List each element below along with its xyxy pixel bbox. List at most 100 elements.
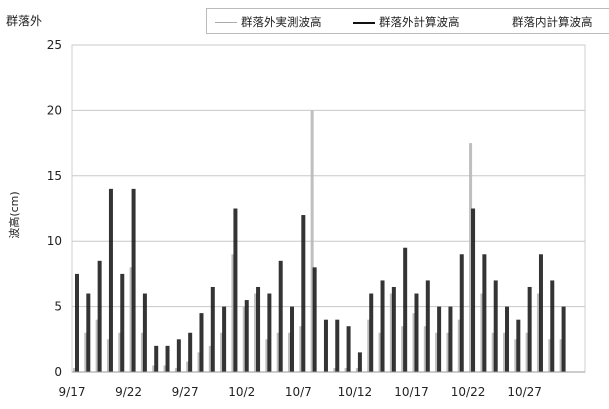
legend-label-computed-inside: 群落内計算波高	[512, 15, 593, 29]
measured-wave-bar	[129, 267, 133, 372]
computed-wave-bar	[108, 188, 113, 372]
measured-wave-bar	[231, 254, 235, 372]
measured-wave-bar	[423, 326, 427, 372]
measured-wave-bar	[174, 368, 178, 372]
legend-item-computed-inside: 群落内計算波高	[512, 14, 593, 30]
computed-wave-bar	[75, 273, 79, 372]
measured-wave-bar	[536, 293, 540, 372]
computed-wave-bar	[97, 260, 102, 372]
legend-label-measured: 群落外実測波高	[241, 15, 322, 29]
measured-wave-bar	[84, 332, 88, 372]
computed-wave-bar	[459, 254, 464, 372]
computed-wave-bar	[482, 254, 487, 372]
x-tick-label: 10/7	[285, 385, 312, 399]
measured-wave-bar	[469, 143, 473, 372]
computed-wave-bar	[312, 267, 317, 372]
chart-legend: 群落外実測波高 群落外計算波高 群落内計算波高	[206, 8, 609, 34]
computed-wave-bar	[550, 280, 555, 372]
measured-wave-bar	[355, 368, 359, 372]
computed-wave-bar	[493, 280, 498, 372]
legend-swatch-computed-outside	[353, 21, 375, 24]
x-tick-label: 9/17	[59, 385, 86, 399]
x-tick-label: 10/2	[228, 385, 255, 399]
measured-wave-bar	[333, 368, 337, 372]
legend-swatch-measured	[215, 22, 237, 23]
computed-wave-bar	[210, 286, 215, 372]
y-tick-label: 20	[47, 103, 62, 117]
measured-wave-bar	[367, 319, 371, 372]
measured-wave-bar	[480, 293, 484, 372]
computed-wave-bar	[561, 306, 566, 372]
measured-wave-bar	[242, 306, 246, 372]
y-tick-label: 10	[47, 234, 62, 248]
measured-wave-bar	[73, 368, 76, 372]
computed-wave-bar	[199, 313, 204, 372]
measured-wave-bar	[435, 332, 439, 372]
measured-wave-bar	[95, 319, 99, 372]
measured-wave-bar	[208, 345, 212, 372]
measured-wave-bar	[288, 332, 292, 372]
computed-wave-bar	[425, 280, 430, 372]
measured-wave-bar	[152, 365, 156, 372]
measured-wave-bar	[254, 293, 258, 372]
computed-wave-bar	[131, 188, 136, 372]
measured-wave-bar	[446, 332, 450, 372]
legend-label-computed-outside: 群落外計算波高	[379, 15, 460, 29]
measured-wave-bar	[401, 326, 405, 372]
measured-wave-bar	[186, 361, 190, 372]
computed-wave-bar	[176, 339, 181, 372]
measured-wave-bar	[197, 352, 201, 372]
measured-wave-bar	[140, 332, 144, 372]
measured-wave-bar	[412, 313, 416, 372]
computed-wave-bar	[516, 319, 521, 372]
x-tick-label: 10/17	[394, 385, 429, 399]
computed-wave-bar	[244, 300, 249, 372]
measured-wave-bar	[163, 365, 167, 372]
measured-wave-bar	[299, 326, 303, 372]
computed-wave-bar	[471, 208, 476, 372]
computed-wave-bar	[335, 319, 340, 372]
measured-wave-bar	[525, 332, 529, 372]
measured-wave-bar	[310, 110, 314, 373]
y-tick-label: 0	[54, 365, 62, 379]
computed-wave-bar	[154, 345, 159, 372]
computed-wave-bar	[290, 306, 295, 372]
computed-wave-bar	[278, 260, 283, 372]
measured-wave-bar	[378, 332, 382, 372]
legend-item-computed-outside: 群落外計算波高	[353, 14, 460, 30]
computed-wave-bar	[120, 273, 125, 372]
computed-wave-bar	[346, 326, 351, 372]
x-tick-label: 9/22	[115, 385, 142, 399]
computed-wave-bar	[414, 293, 419, 372]
legend-item-measured: 群落外実測波高	[215, 14, 322, 30]
computed-wave-bar	[188, 332, 193, 372]
computed-wave-bar	[505, 306, 510, 372]
computed-wave-bar	[369, 293, 374, 372]
measured-wave-bar	[457, 319, 461, 372]
computed-wave-bar	[448, 306, 453, 372]
computed-wave-bar	[527, 286, 532, 372]
computed-wave-bar	[301, 215, 306, 372]
measured-wave-bar	[265, 339, 269, 372]
measured-wave-bar	[491, 332, 495, 372]
computed-wave-bar	[391, 286, 396, 372]
computed-wave-bar	[165, 345, 170, 372]
computed-wave-bar	[323, 319, 328, 372]
computed-wave-bar	[538, 254, 543, 372]
measured-wave-bar	[548, 339, 552, 372]
y-tick-label: 25	[47, 38, 62, 52]
measured-wave-bar	[503, 332, 507, 372]
computed-wave-bar	[357, 352, 362, 372]
measured-wave-bar	[514, 339, 518, 372]
measured-wave-bar	[118, 332, 122, 372]
measured-wave-bar	[220, 332, 224, 372]
chart-title: 群落外	[6, 14, 43, 28]
x-tick-label: 10/22	[451, 385, 486, 399]
x-tick-label: 10/12	[338, 385, 373, 399]
computed-wave-bar	[267, 293, 272, 372]
y-tick-label: 15	[47, 169, 62, 183]
y-tick-label: 5	[54, 300, 62, 314]
measured-wave-bar	[106, 339, 110, 372]
